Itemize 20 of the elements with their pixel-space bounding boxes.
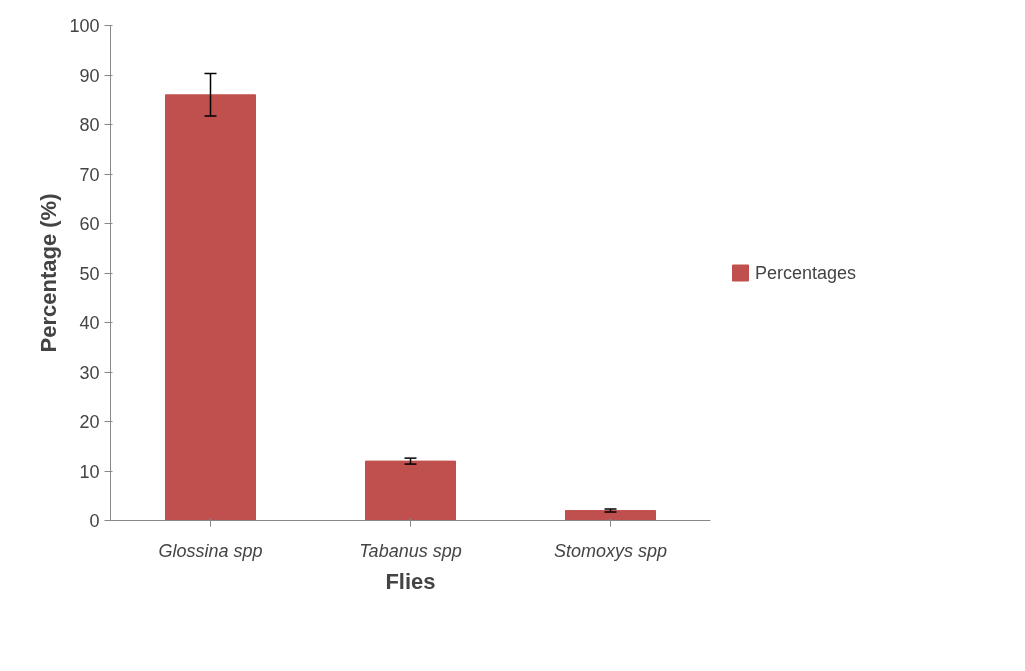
x-axis-title: Flies: [385, 568, 436, 594]
y-tick-label: 100: [69, 16, 100, 36]
y-tick-label: 90: [79, 65, 100, 86]
x-tick-label: Glossina spp: [158, 540, 263, 561]
y-tick-label: 20: [79, 412, 100, 432]
legend-label: Percentages: [755, 262, 857, 283]
y-tick-label: 50: [79, 263, 100, 284]
y-tick-label: 10: [79, 461, 100, 482]
x-tick-label: Stomoxys spp: [553, 540, 668, 561]
y-axis-title: Percentage (%): [36, 193, 62, 353]
bar: [165, 94, 256, 521]
bar: [365, 460, 456, 521]
y-tick-label: 60: [79, 214, 100, 234]
y-tick-label: 30: [79, 362, 100, 383]
y-tick-label: 80: [79, 115, 100, 135]
bar: [565, 510, 656, 521]
y-tick-label: 70: [79, 164, 100, 185]
y-tick-label: 0: [89, 511, 100, 531]
y-tick-label: 40: [79, 313, 100, 333]
x-tick-label: Tabanus spp: [359, 540, 462, 561]
